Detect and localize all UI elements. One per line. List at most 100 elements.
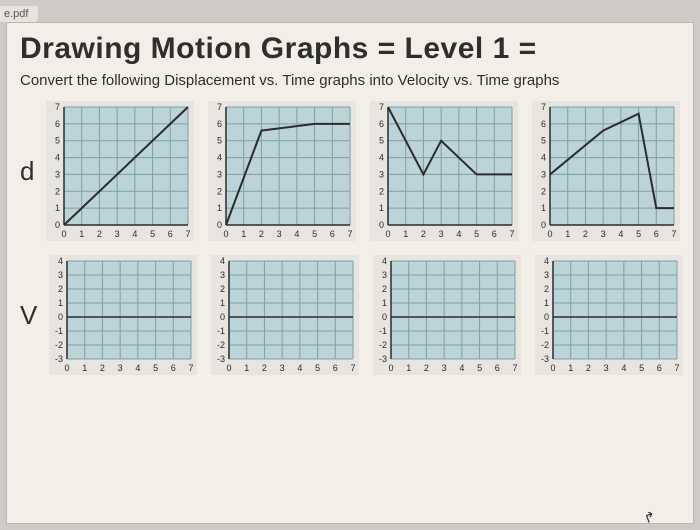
svg-text:7: 7	[379, 102, 384, 112]
svg-text:6: 6	[330, 229, 335, 239]
chart: 01234567-3-2-101234	[49, 255, 197, 375]
svg-text:5: 5	[153, 363, 158, 373]
svg-text:3: 3	[58, 270, 63, 280]
svg-text:5: 5	[55, 136, 60, 146]
svg-text:4: 4	[622, 363, 627, 373]
svg-text:4: 4	[136, 363, 141, 373]
svg-text:3: 3	[277, 229, 282, 239]
svg-text:1: 1	[80, 229, 85, 239]
svg-text:5: 5	[639, 363, 644, 373]
svg-text:4: 4	[544, 256, 549, 266]
svg-text:3: 3	[604, 363, 609, 373]
chart-panel: 01234567-3-2-101234	[211, 255, 359, 375]
svg-text:0: 0	[58, 312, 63, 322]
svg-text:7: 7	[541, 102, 546, 112]
svg-text:5: 5	[313, 229, 318, 239]
svg-text:0: 0	[62, 229, 67, 239]
chart-panel: 0123456701234567	[532, 101, 680, 241]
svg-text:2: 2	[259, 229, 264, 239]
chart: 01234567-3-2-101234	[211, 255, 359, 375]
svg-text:2: 2	[100, 363, 105, 373]
svg-text:2: 2	[379, 186, 384, 196]
svg-text:5: 5	[315, 363, 320, 373]
svg-text:4: 4	[58, 256, 63, 266]
svg-text:3: 3	[544, 270, 549, 280]
svg-text:1: 1	[566, 229, 571, 239]
svg-text:2: 2	[541, 186, 546, 196]
svg-text:4: 4	[460, 363, 465, 373]
svg-text:4: 4	[457, 229, 462, 239]
page-title: Drawing Motion Graphs = Level 1 =	[20, 32, 680, 66]
svg-text:-1: -1	[541, 326, 549, 336]
svg-text:7: 7	[217, 102, 222, 112]
svg-text:6: 6	[541, 119, 546, 129]
chart-panel: 0123456701234567	[208, 101, 356, 241]
svg-text:7: 7	[55, 102, 60, 112]
svg-text:-3: -3	[379, 354, 387, 364]
svg-text:4: 4	[379, 153, 384, 163]
svg-text:5: 5	[379, 136, 384, 146]
svg-text:-2: -2	[379, 340, 387, 350]
svg-text:5: 5	[217, 136, 222, 146]
svg-text:0: 0	[551, 363, 556, 373]
svg-text:-1: -1	[217, 326, 225, 336]
svg-text:1: 1	[242, 229, 247, 239]
svg-text:3: 3	[115, 229, 120, 239]
svg-text:7: 7	[348, 229, 353, 239]
svg-text:3: 3	[541, 169, 546, 179]
svg-text:2: 2	[583, 229, 588, 239]
svg-text:0: 0	[227, 363, 232, 373]
svg-text:0: 0	[65, 363, 70, 373]
svg-text:1: 1	[55, 203, 60, 213]
svg-text:0: 0	[382, 312, 387, 322]
svg-text:5: 5	[637, 229, 642, 239]
svg-text:3: 3	[439, 229, 444, 239]
pdf-tab[interactable]: e.pdf	[0, 6, 38, 22]
svg-text:0: 0	[55, 220, 60, 230]
svg-text:-2: -2	[217, 340, 225, 350]
svg-text:3: 3	[55, 169, 60, 179]
svg-text:-3: -3	[217, 354, 225, 364]
svg-text:3: 3	[379, 169, 384, 179]
svg-text:6: 6	[333, 363, 338, 373]
svg-text:1: 1	[217, 203, 222, 213]
svg-text:4: 4	[217, 153, 222, 163]
svg-text:0: 0	[386, 229, 391, 239]
svg-text:1: 1	[379, 203, 384, 213]
svg-text:1: 1	[58, 298, 63, 308]
svg-text:1: 1	[407, 363, 412, 373]
row-label-v: V	[20, 300, 37, 331]
displacement-row: d 01234567012345670123456701234567012345…	[20, 101, 680, 241]
chart: 0123456701234567	[532, 101, 680, 241]
svg-text:6: 6	[657, 363, 662, 373]
svg-text:4: 4	[220, 256, 225, 266]
svg-text:5: 5	[541, 136, 546, 146]
svg-text:4: 4	[382, 256, 387, 266]
svg-text:1: 1	[541, 203, 546, 213]
svg-text:6: 6	[55, 119, 60, 129]
velocity-charts: 01234567-3-2-10123401234567-3-2-10123401…	[49, 255, 683, 375]
svg-text:-2: -2	[541, 340, 549, 350]
svg-text:7: 7	[672, 229, 677, 239]
svg-text:-3: -3	[55, 354, 63, 364]
svg-text:0: 0	[379, 220, 384, 230]
chart-panel: 0123456701234567	[370, 101, 518, 241]
svg-text:5: 5	[475, 229, 480, 239]
svg-text:4: 4	[619, 229, 624, 239]
svg-text:1: 1	[220, 298, 225, 308]
graph-rows: d 01234567012345670123456701234567012345…	[20, 101, 680, 375]
svg-text:1: 1	[404, 229, 409, 239]
svg-text:4: 4	[133, 229, 138, 239]
svg-text:0: 0	[217, 220, 222, 230]
svg-text:2: 2	[220, 284, 225, 294]
svg-text:7: 7	[675, 363, 680, 373]
svg-text:1: 1	[83, 363, 88, 373]
svg-text:-1: -1	[55, 326, 63, 336]
svg-text:0: 0	[544, 312, 549, 322]
svg-text:3: 3	[382, 270, 387, 280]
chart-panel: 0123456701234567	[46, 101, 194, 241]
chart-panel: 01234567-3-2-101234	[535, 255, 683, 375]
svg-text:3: 3	[217, 169, 222, 179]
svg-text:1: 1	[569, 363, 574, 373]
svg-text:3: 3	[118, 363, 123, 373]
